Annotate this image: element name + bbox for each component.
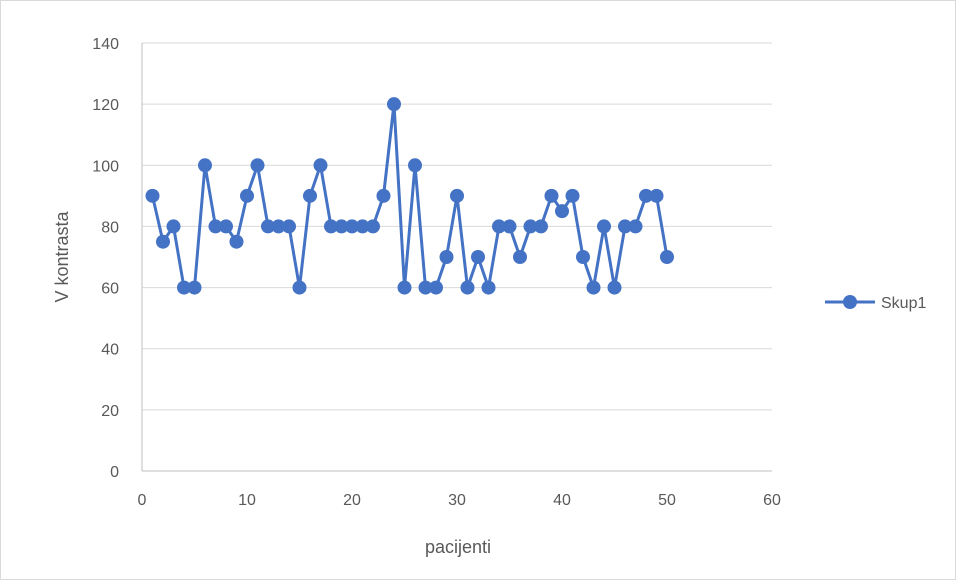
data-point [649, 188, 664, 203]
axes: 0 20 40 60 80 100 120 140 0 10 20 30 40 50 60 [92, 36, 781, 509]
data-point [387, 97, 401, 112]
y-tick-label: 100 [92, 158, 119, 175]
data-point [513, 250, 527, 264]
data-point [534, 219, 548, 234]
legend: Skup1 [825, 295, 926, 312]
data-point [565, 188, 580, 203]
data-point [334, 219, 349, 234]
y-tick-label: 20 [101, 403, 119, 420]
data-point [639, 188, 653, 203]
data-point [156, 234, 170, 249]
legend-label-skup1: Skup1 [881, 295, 926, 312]
series-line [151, 102, 669, 290]
x-axis-title: pacijenti [425, 537, 491, 557]
data-point [292, 280, 307, 295]
data-point [586, 280, 601, 295]
data-point [607, 280, 622, 295]
y-tick-label: 80 [101, 219, 119, 236]
data-point [145, 188, 160, 203]
data-point [282, 219, 296, 234]
data-point [418, 280, 433, 295]
data-point [481, 280, 496, 295]
data-point [229, 234, 244, 249]
y-axis-title: V kontrasta [52, 210, 72, 302]
data-point [313, 158, 328, 173]
data-point [219, 219, 233, 234]
x-tick-label: 10 [238, 492, 256, 509]
x-tick-label: 20 [343, 492, 361, 509]
data-point [408, 158, 422, 173]
data-point [198, 158, 212, 173]
data-point [597, 219, 611, 234]
data-point [576, 250, 590, 264]
data-point [544, 188, 559, 203]
x-tick-label: 30 [448, 492, 466, 509]
data-point [366, 219, 380, 234]
data-point [460, 280, 475, 295]
data-point [439, 250, 454, 264]
data-point [303, 188, 317, 203]
data-point [450, 188, 464, 203]
x-tick-label: 40 [553, 492, 571, 509]
y-tick-label: 60 [101, 281, 119, 298]
data-point [355, 219, 370, 234]
x-tick-label: 0 [138, 492, 147, 509]
data-point [628, 219, 643, 234]
data-point [376, 188, 391, 203]
x-tick-label: 50 [658, 492, 676, 509]
series-skup1 [145, 97, 674, 295]
y-tick-label: 0 [110, 464, 119, 481]
data-point [502, 219, 517, 234]
data-point [397, 280, 412, 295]
data-point [250, 158, 265, 173]
data-point [166, 219, 181, 234]
data-point [324, 219, 338, 234]
data-point [660, 250, 674, 264]
data-point [271, 219, 286, 234]
legend-marker-skup1 [843, 295, 857, 309]
data-point [261, 219, 275, 234]
data-point [618, 219, 632, 234]
y-tick-label: 40 [101, 342, 119, 359]
data-point [429, 280, 443, 295]
data-point [187, 280, 202, 295]
data-point [345, 219, 359, 234]
data-point [471, 250, 485, 264]
y-tick-label: 140 [92, 36, 119, 53]
x-tick-label: 60 [763, 492, 781, 509]
data-point [240, 188, 254, 203]
data-point [177, 280, 191, 295]
y-tick-label: 120 [92, 97, 119, 114]
data-point [208, 219, 223, 234]
gridlines [142, 42, 772, 411]
data-point [492, 219, 506, 234]
data-point [555, 204, 569, 219]
data-point [523, 219, 538, 234]
